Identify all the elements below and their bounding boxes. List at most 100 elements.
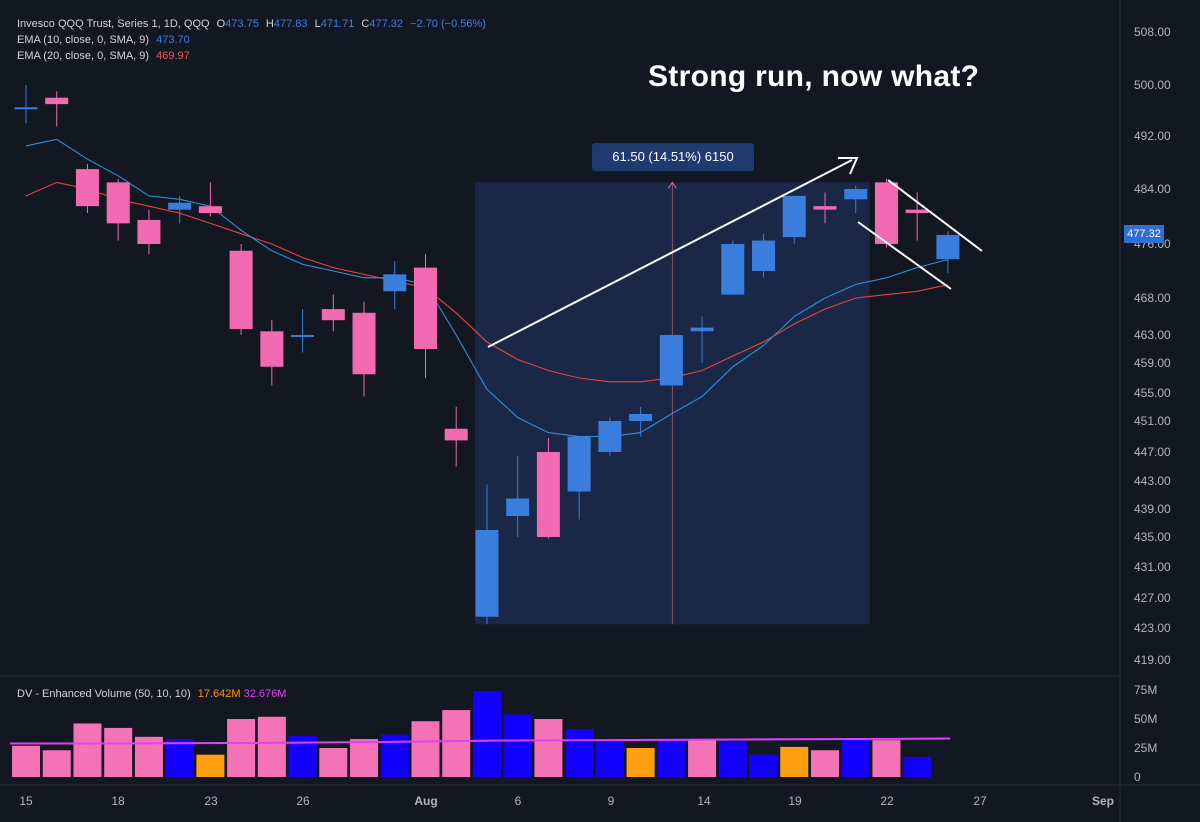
volume-bar bbox=[688, 740, 717, 777]
candle bbox=[721, 240, 745, 295]
candle-body bbox=[260, 331, 284, 367]
change-value: −2.70 (−0.56%) bbox=[410, 18, 486, 30]
ema20-legend: EMA (20, close, 0, SMA, 9) 469.97 bbox=[17, 50, 190, 62]
candle-body bbox=[690, 327, 714, 332]
price-tick-label: 500.00 bbox=[1134, 78, 1171, 92]
candle-body bbox=[106, 182, 130, 224]
candle bbox=[291, 309, 315, 353]
volume-bar bbox=[227, 719, 256, 777]
candle bbox=[598, 417, 622, 456]
price-tick-label: 492.00 bbox=[1134, 129, 1171, 143]
candle-body bbox=[598, 421, 622, 452]
price-tick-label: 447.00 bbox=[1134, 445, 1171, 459]
candle bbox=[629, 407, 653, 437]
price-tick-label: 439.00 bbox=[1134, 502, 1171, 516]
candle-body bbox=[813, 206, 837, 210]
volume-bar bbox=[442, 710, 471, 777]
price-tick-label: 435.00 bbox=[1134, 530, 1171, 544]
price-tick-label: 508.00 bbox=[1134, 25, 1171, 39]
volume-bar bbox=[810, 750, 839, 777]
ema10-label: EMA (10, close, 0, SMA, 9) bbox=[17, 34, 150, 46]
candle-body bbox=[291, 335, 315, 337]
candle bbox=[383, 260, 407, 310]
ema20-label: EMA (20, close, 0, SMA, 9) bbox=[17, 50, 150, 62]
trend-arrow-line bbox=[487, 159, 853, 348]
candle-body bbox=[782, 195, 806, 238]
price-tick-label: 423.00 bbox=[1134, 621, 1171, 635]
volume-legend: DV - Enhanced Volume (50, 10, 10) 17.642… bbox=[17, 688, 286, 700]
candle-body bbox=[198, 206, 222, 214]
channel-lower-line bbox=[857, 221, 952, 290]
price-tick-label: 451.00 bbox=[1134, 414, 1171, 428]
low-value: 471.71 bbox=[320, 18, 355, 30]
candle bbox=[782, 195, 806, 244]
price-tick-label: 419.00 bbox=[1134, 653, 1171, 667]
candle bbox=[260, 320, 284, 386]
candle bbox=[198, 182, 222, 217]
low-key: L bbox=[314, 18, 321, 30]
time-tick-label: 27 bbox=[973, 794, 987, 808]
candle bbox=[444, 407, 468, 467]
high-key: H bbox=[265, 18, 274, 30]
volume-bar bbox=[657, 740, 686, 777]
candle-body bbox=[874, 182, 898, 244]
price-tick-label: 431.00 bbox=[1134, 560, 1171, 574]
volume-bar bbox=[595, 739, 624, 777]
close-key: C bbox=[361, 18, 370, 30]
candle bbox=[75, 163, 99, 214]
candle bbox=[413, 254, 437, 378]
volume-bar bbox=[472, 691, 501, 777]
candle-body bbox=[629, 414, 653, 421]
price-tick-label: 484.00 bbox=[1134, 182, 1171, 196]
price-tick-label: 427.00 bbox=[1134, 591, 1171, 605]
volume-bar bbox=[565, 729, 594, 777]
time-tick-label: 23 bbox=[204, 794, 218, 808]
candle-body bbox=[936, 234, 960, 260]
volume-tick-label: 75M bbox=[1134, 683, 1157, 697]
candle-body bbox=[444, 428, 468, 441]
candle-body bbox=[229, 250, 253, 330]
candle bbox=[874, 179, 898, 248]
volume-bar bbox=[104, 727, 133, 777]
close-value: 477.32 bbox=[369, 18, 404, 30]
candle-body bbox=[168, 202, 192, 210]
channel-upper-line bbox=[887, 179, 983, 252]
volume-bar bbox=[257, 716, 286, 777]
candle-body bbox=[475, 530, 499, 617]
volume-bar bbox=[841, 739, 870, 777]
candle bbox=[690, 316, 714, 363]
volume-bar bbox=[872, 740, 901, 777]
measure-label: 61.50 (14.51%) 6150 bbox=[592, 143, 754, 171]
volume-bar bbox=[196, 754, 225, 777]
volume-bar bbox=[73, 723, 102, 777]
candle-body bbox=[659, 335, 683, 386]
candle bbox=[567, 436, 591, 520]
candle bbox=[844, 185, 868, 214]
measure-arrow-head bbox=[667, 181, 677, 189]
candle bbox=[813, 192, 837, 224]
symbol-legend: Invesco QQQ Trust, Series 1, 1D, QQQ O47… bbox=[17, 18, 486, 30]
time-tick-label: 26 bbox=[296, 794, 310, 808]
candle bbox=[168, 195, 192, 224]
time-tick-label: Aug bbox=[414, 794, 437, 808]
high-value: 477.83 bbox=[273, 18, 308, 30]
candle-body bbox=[905, 209, 929, 214]
candle-body bbox=[321, 309, 345, 321]
volume-tick-label: 25M bbox=[1134, 741, 1157, 755]
candle bbox=[659, 335, 683, 386]
time-tick-label: Sep bbox=[1092, 794, 1114, 808]
trend-arrow-head bbox=[838, 157, 859, 175]
candle-body bbox=[844, 189, 868, 200]
time-tick-label: 15 bbox=[19, 794, 33, 808]
candle bbox=[106, 179, 130, 241]
volume-bar bbox=[780, 746, 809, 777]
candle-body bbox=[721, 244, 745, 295]
candle bbox=[752, 233, 776, 278]
price-tick-label: 459.00 bbox=[1134, 356, 1171, 370]
last-price-tag: 477.32 bbox=[1124, 225, 1164, 243]
symbol-label: Invesco QQQ Trust, Series 1, 1D, QQQ bbox=[17, 18, 210, 30]
price-tick-label: 455.00 bbox=[1134, 386, 1171, 400]
candle bbox=[936, 231, 960, 273]
volume-bar bbox=[718, 741, 747, 777]
